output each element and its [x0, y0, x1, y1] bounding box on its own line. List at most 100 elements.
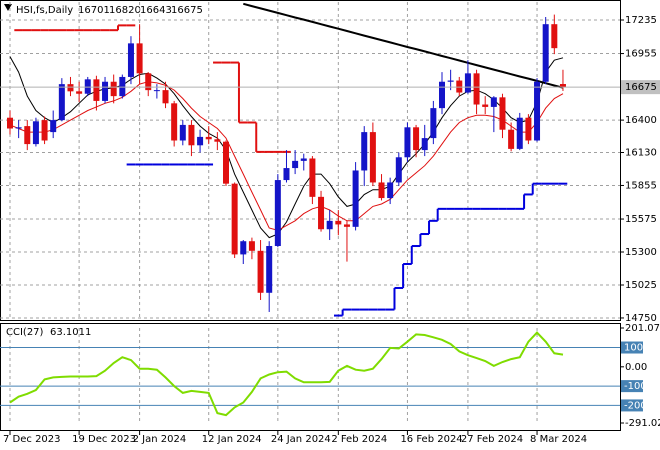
candle-body [231, 183, 238, 255]
x-tick-label: 2 Jan 2024 [133, 434, 187, 445]
candle-body [24, 126, 31, 145]
candle-body [274, 180, 281, 247]
candle-body [439, 81, 445, 109]
x-tick-label: 24 Jan 2024 [271, 434, 331, 445]
candle-body [335, 220, 342, 225]
candle-body [93, 79, 100, 101]
candle-body [162, 90, 169, 104]
candle-body [482, 104, 489, 107]
cci-panel [0, 323, 621, 431]
candle-body [421, 138, 428, 151]
candle-body [119, 76, 126, 97]
candle-body [283, 168, 290, 181]
candle-body [15, 127, 22, 129]
candle-body [387, 182, 394, 199]
x-tick-label: 2 Feb 2024 [331, 434, 387, 445]
candle-body [214, 139, 221, 142]
candle-body [58, 84, 65, 121]
open-value: 16701 [78, 5, 110, 16]
x-tick-label: 19 Dec 2023 [72, 434, 136, 445]
candle-body [179, 124, 186, 141]
candle-body [145, 73, 152, 91]
candle-body [84, 79, 91, 94]
moving-average [9, 81, 564, 231]
y-tick-label: 17235 [625, 15, 657, 26]
high-value: 16820 [109, 5, 141, 16]
y-tick-label: 15575 [625, 214, 657, 225]
candle-body [76, 91, 83, 94]
candle-body [171, 103, 178, 141]
candle-body [318, 196, 325, 230]
candle-body [542, 24, 549, 82]
candle-body [534, 81, 541, 141]
low-value: 16643 [140, 5, 172, 16]
candle-body [361, 132, 368, 171]
x-tick-label: 16 Feb 2024 [400, 434, 462, 445]
candle-body [309, 158, 316, 197]
candle-body [50, 120, 57, 133]
level-label: 100 [624, 343, 643, 354]
candle-body [188, 124, 195, 146]
candle-body [395, 157, 402, 183]
candle-body [41, 120, 48, 141]
level-box [621, 341, 643, 354]
candle-body [378, 182, 385, 199]
level-box [621, 380, 643, 393]
x-tick-label: 27 Feb 2024 [461, 434, 523, 445]
level-label: -100 [624, 381, 647, 392]
candle-body [292, 160, 299, 169]
candle-body [551, 24, 558, 49]
y-tick-label: 201.0718 [625, 323, 660, 334]
candle-body [153, 90, 160, 92]
candle-body [326, 220, 333, 230]
chart-title: HSI,fs,Daily [16, 5, 73, 16]
y-tick-label: 15300 [625, 247, 657, 258]
x-tick-label: 7 Dec 2023 [3, 434, 61, 445]
level-box [621, 399, 643, 412]
candle-body [257, 250, 264, 293]
candle-body [516, 117, 523, 149]
cci-title: CCI(27) [6, 327, 44, 338]
candle-body [464, 73, 471, 93]
y-tick-label: 15855 [625, 180, 657, 191]
candle-body [102, 81, 109, 101]
panel-icon [4, 4, 12, 11]
x-tick-label: 12 Jan 2024 [202, 434, 262, 445]
last-price-label: 16675 [625, 82, 657, 93]
candle-body [240, 241, 247, 255]
candle-body [67, 84, 74, 92]
last-price-box [621, 80, 660, 95]
candle-body [300, 158, 307, 161]
candle-body [352, 170, 359, 227]
candle-body [223, 141, 229, 184]
candle-body [369, 132, 376, 183]
y-tick-label: 16400 [625, 115, 657, 126]
level-label: -200 [624, 400, 647, 411]
candle-body [32, 121, 39, 145]
trendline [243, 2, 564, 89]
candle-body [430, 108, 437, 139]
candle-body [404, 127, 411, 158]
y-tick-label: 0.00 [625, 362, 647, 373]
candle-body [456, 80, 463, 93]
y-tick-label: 16955 [625, 49, 657, 60]
y-tick-label: 16130 [625, 147, 657, 158]
candle-body [499, 97, 506, 130]
candle-body [205, 136, 212, 140]
y-tick-label: 14750 [625, 313, 657, 324]
y-tick-label: 15025 [625, 280, 657, 291]
candle-body [473, 73, 480, 105]
candle-body [248, 241, 255, 251]
x-tick-label: 8 Mar 2024 [530, 434, 587, 445]
candle-body [127, 43, 134, 77]
candle-body [7, 117, 13, 129]
candle-body [490, 97, 497, 107]
close-value: 16675 [171, 5, 203, 16]
candle-body [525, 117, 532, 141]
candle-body [266, 246, 273, 293]
candle-body [343, 224, 350, 227]
candle-body [110, 81, 117, 97]
candle-body [447, 80, 454, 82]
candle-body [197, 136, 204, 146]
